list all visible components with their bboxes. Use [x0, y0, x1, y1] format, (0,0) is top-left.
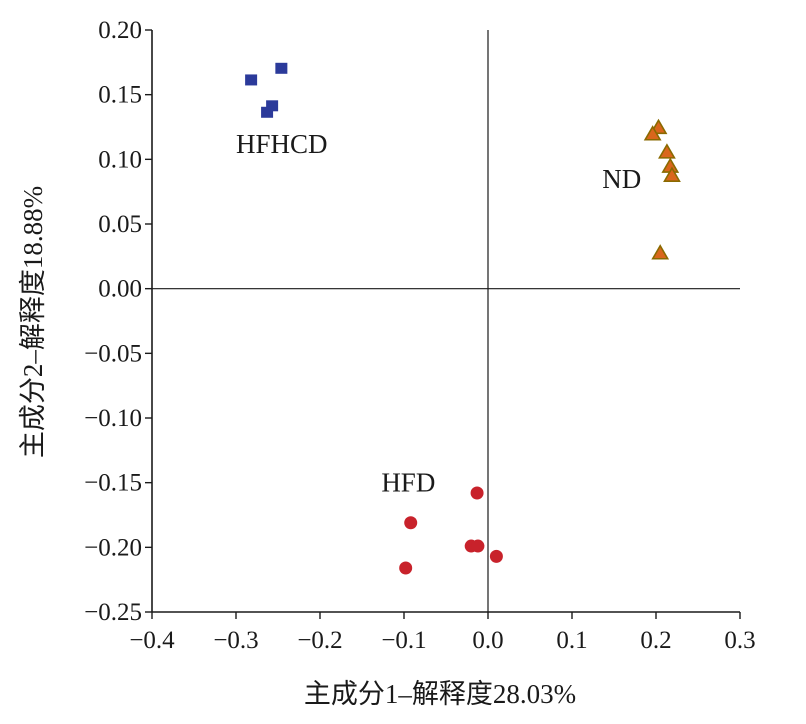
x-tick-label: −0.3 [213, 627, 258, 654]
hfd-point [470, 486, 484, 500]
hfd-point [399, 561, 413, 575]
x-tick-label: 0.0 [472, 627, 503, 654]
nd-point [658, 143, 676, 159]
y-tick-label: −0.20 [84, 534, 142, 561]
y-tick-label: 0.20 [98, 17, 142, 44]
axes [151, 30, 740, 613]
hfd-point [489, 549, 503, 563]
ticks: −0.4 −0.3 −0.2 −0.1 0.0 0.1 0.2 0.3 0.20 0.15 0.10… [84, 17, 755, 654]
y-tick-label: 0.00 [98, 276, 142, 303]
x-tick-label: −0.2 [297, 627, 342, 654]
hfhcd-point [245, 74, 258, 86]
y-axis-title: 主成分2–解释度18.88% [18, 186, 48, 458]
y-tick-label: −0.10 [84, 405, 142, 432]
y-tick-label: 0.05 [98, 211, 142, 238]
nd-group-label: ND [602, 164, 641, 194]
y-tick-label: −0.15 [84, 470, 142, 497]
x-axis-title: 主成分1–解释度28.03% [304, 679, 576, 709]
group-labels: HFHCD ND HFD [236, 129, 641, 498]
hfd-point [471, 539, 485, 553]
y-tick-label: 0.10 [98, 146, 142, 173]
x-tick-label: 0.2 [640, 627, 671, 654]
x-tick-label: 0.1 [556, 627, 587, 654]
y-tick-label: 0.15 [98, 82, 142, 109]
hfhcd-point [266, 100, 279, 112]
y-tick-label: −0.05 [84, 340, 142, 367]
nd-point [651, 244, 670, 260]
x-tick-label: −0.1 [381, 627, 426, 654]
data-points [245, 62, 681, 575]
hfd-group-label: HFD [381, 468, 435, 498]
hfhcd-point [275, 62, 288, 74]
x-tick-label: −0.4 [129, 627, 175, 654]
reference-lines [152, 30, 740, 612]
x-tick-label: 0.3 [724, 627, 755, 654]
nd-point [643, 125, 662, 141]
y-tick-label: −0.25 [84, 599, 142, 626]
hfhcd-group-label: HFHCD [236, 129, 328, 159]
nd-point [663, 166, 681, 182]
hfhcd-point [261, 106, 274, 118]
hfd-point [404, 516, 418, 530]
